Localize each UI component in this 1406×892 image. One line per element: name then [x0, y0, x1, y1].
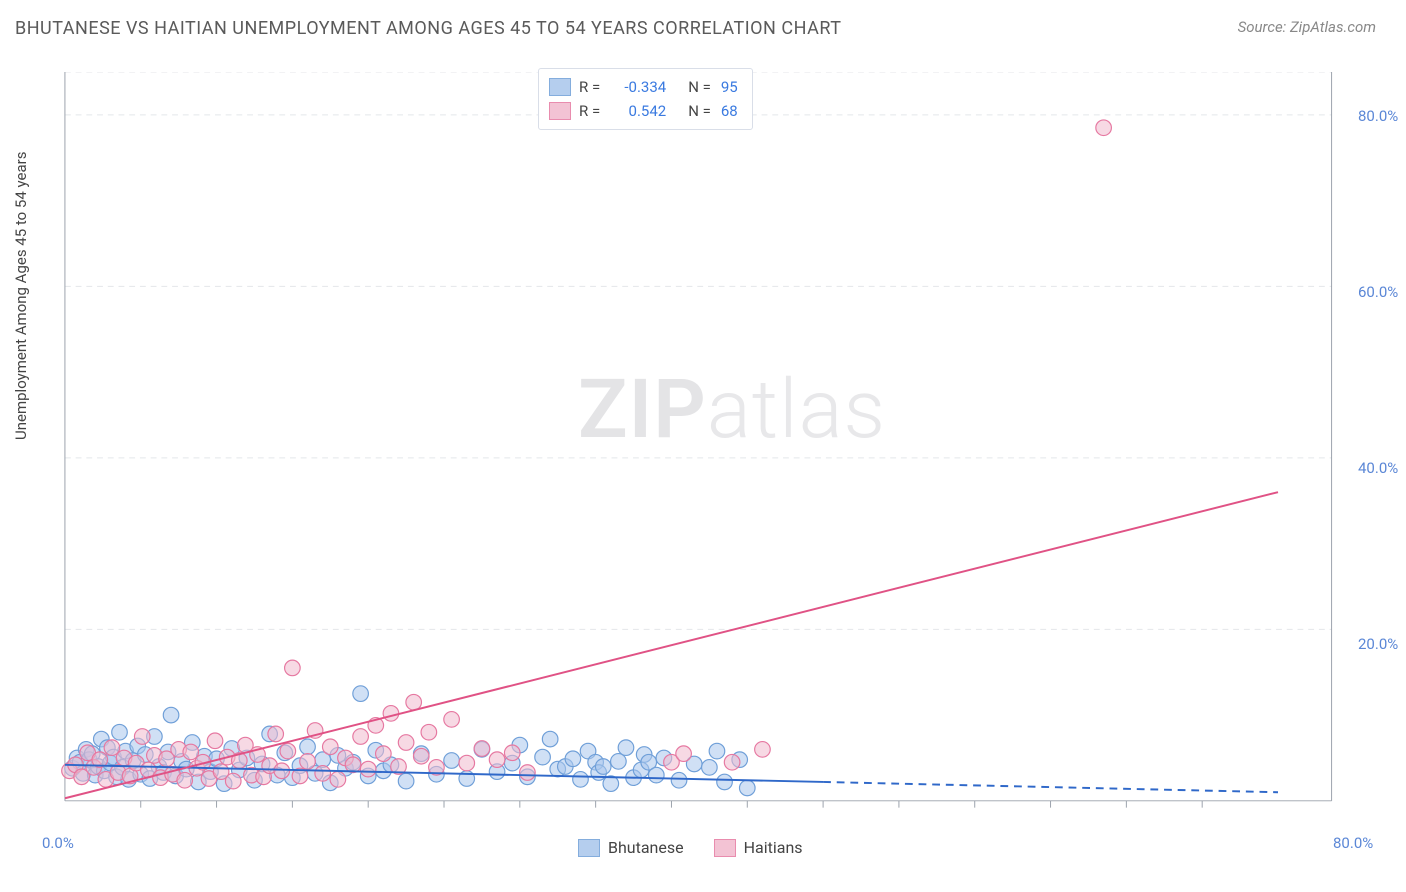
- legend-r-label: R =: [579, 99, 600, 123]
- source-attribution: Source: ZipAtlas.com: [1238, 18, 1376, 36]
- chart-area: ZIPatlas R =-0.334N =95R =0.542N =68 Bhu…: [48, 72, 1368, 832]
- legend-swatch: [549, 102, 571, 120]
- series-legend-item: Bhutanese: [578, 838, 684, 857]
- stats-legend-row: R = -0.334 N = 95: [549, 75, 738, 99]
- series-legend-item: Haitians: [714, 838, 803, 857]
- source-value: ZipAtlas.com: [1290, 18, 1376, 36]
- legend-r-value: 0.542: [610, 99, 666, 123]
- header: BHUTANESE VS HAITIAN UNEMPLOYMENT AMONG …: [0, 0, 1406, 49]
- x-tick-label: 80.0%: [1333, 834, 1373, 852]
- legend-swatch: [578, 839, 600, 857]
- legend-n-label: N =: [688, 99, 711, 123]
- legend-swatch: [549, 78, 571, 96]
- stats-legend: R = -0.334 N = 95 R = 0.542 N = 68: [538, 68, 753, 130]
- legend-swatch: [714, 839, 736, 857]
- y-tick-label: 40.0%: [1358, 459, 1398, 477]
- stats-legend-row: R = 0.542 N = 68: [549, 99, 738, 123]
- legend-r-label: R =: [579, 75, 600, 99]
- x-tick-label: 0.0%: [42, 834, 74, 852]
- y-axis-label: Unemployment Among Ages 45 to 54 years: [12, 152, 30, 440]
- chart-title: BHUTANESE VS HAITIAN UNEMPLOYMENT AMONG …: [15, 18, 841, 39]
- series-legend-label: Haitians: [744, 838, 803, 857]
- y-tick-label: 80.0%: [1358, 107, 1398, 125]
- y-tick-label: 20.0%: [1358, 635, 1398, 653]
- y-tick-label: 60.0%: [1358, 283, 1398, 301]
- series-legend: Bhutanese Haitians: [578, 838, 803, 857]
- legend-n-label: N =: [688, 75, 711, 99]
- legend-n-value: 95: [721, 75, 738, 99]
- source-label: Source:: [1238, 18, 1287, 36]
- series-legend-label: Bhutanese: [608, 838, 684, 857]
- scatter-plot-svg: [48, 72, 1368, 832]
- legend-r-value: -0.334: [610, 75, 666, 99]
- legend-n-value: 68: [721, 99, 738, 123]
